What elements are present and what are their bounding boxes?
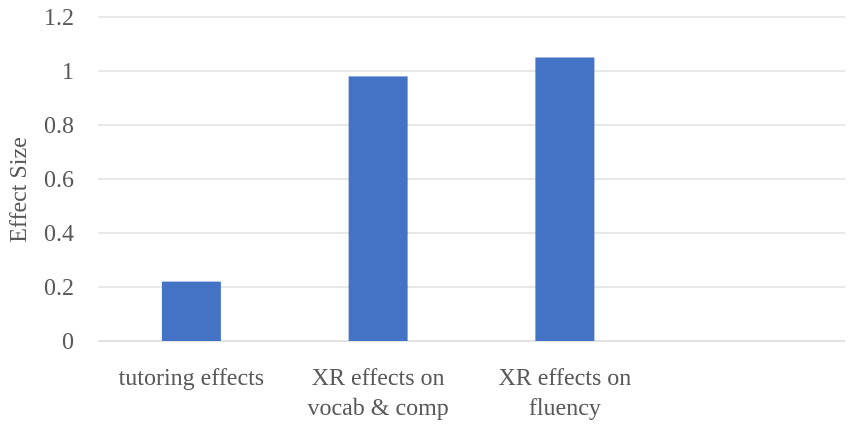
y-tick-label: 0 (62, 329, 74, 355)
y-tick-label: 0.8 (44, 113, 74, 139)
y-tick-label: 0.4 (44, 221, 74, 247)
bar (348, 76, 408, 342)
x-category-label: XR effects on fluency (498, 365, 631, 421)
bars (161, 57, 595, 342)
y-tick-label: 1 (62, 59, 74, 85)
y-tick-label: 0.6 (44, 167, 74, 193)
bar (161, 281, 221, 341)
x-category-label: XR effects on vocab & comp (307, 365, 448, 421)
bar (535, 57, 595, 341)
x-category-labels: tutoring effects XR effects on vocab & com… (119, 365, 632, 421)
x-category-label: tutoring effects (119, 365, 265, 391)
y-tick-label: 1.2 (44, 5, 74, 31)
y-tick-label: 0.2 (44, 275, 74, 301)
y-tick-labels: 0 0.2 0.4 0.6 0.8 1 1.2 (44, 5, 74, 355)
gridlines (98, 16, 845, 342)
y-axis-title: Effect Size (6, 137, 32, 243)
